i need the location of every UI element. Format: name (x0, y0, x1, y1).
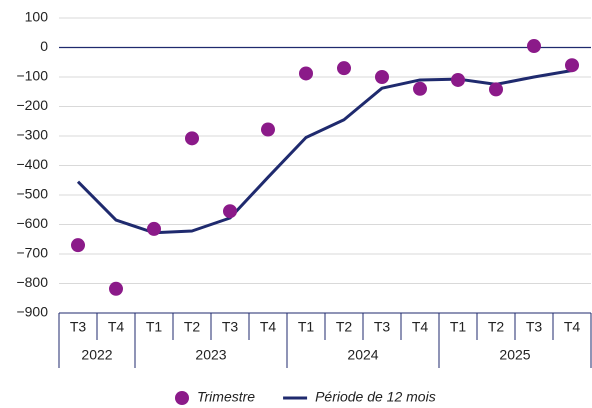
x-tick-label: T1 (450, 319, 467, 335)
marker (299, 66, 313, 81)
y-tick-label: −300 (16, 127, 48, 143)
marker (527, 39, 541, 54)
year-label: 2025 (499, 347, 530, 363)
y-tick-label: −700 (16, 245, 48, 261)
marker (413, 81, 427, 96)
marker (565, 58, 579, 73)
marker (223, 204, 237, 219)
marker (375, 70, 389, 84)
x-tick-label: T3 (526, 319, 543, 335)
x-tick-label: T2 (336, 319, 353, 335)
marker (489, 82, 503, 97)
x-tick-label: T2 (488, 319, 505, 335)
marker (109, 281, 123, 296)
marker (337, 61, 351, 76)
y-tick-label: −400 (16, 156, 48, 172)
year-label: 2023 (195, 347, 226, 363)
x-tick-label: T3 (222, 319, 239, 335)
year-label: 2024 (347, 347, 378, 363)
x-tick-label: T4 (412, 319, 429, 335)
marker (185, 131, 199, 146)
x-tick-label: T1 (146, 319, 163, 335)
legend-swatch (175, 391, 189, 405)
marker (147, 221, 161, 236)
legend-label: Trimestre (197, 389, 255, 405)
y-tick-label: −800 (16, 274, 48, 290)
y-tick-label: −600 (16, 215, 48, 231)
marker (451, 72, 465, 87)
y-tick-label: 0 (40, 38, 48, 54)
marker (71, 238, 85, 253)
line-series (76, 69, 573, 235)
marker (261, 122, 275, 137)
x-tick-label: T3 (374, 319, 391, 335)
x-tick-label: T1 (298, 319, 315, 335)
x-tick-label: T3 (70, 319, 87, 335)
legend-label: Période de 12 mois (315, 389, 436, 405)
x-tick-label: T4 (260, 319, 277, 335)
y-tick-label: −500 (16, 186, 48, 202)
x-tick-label: T4 (564, 319, 581, 335)
y-tick-label: −100 (16, 68, 48, 84)
y-tick-label: 100 (25, 9, 49, 25)
y-tick-label: −200 (16, 97, 48, 113)
y-tick-label: −900 (16, 304, 48, 320)
x-tick-label: T2 (184, 319, 201, 335)
year-label: 2022 (81, 347, 112, 363)
x-tick-label: T4 (108, 319, 125, 335)
